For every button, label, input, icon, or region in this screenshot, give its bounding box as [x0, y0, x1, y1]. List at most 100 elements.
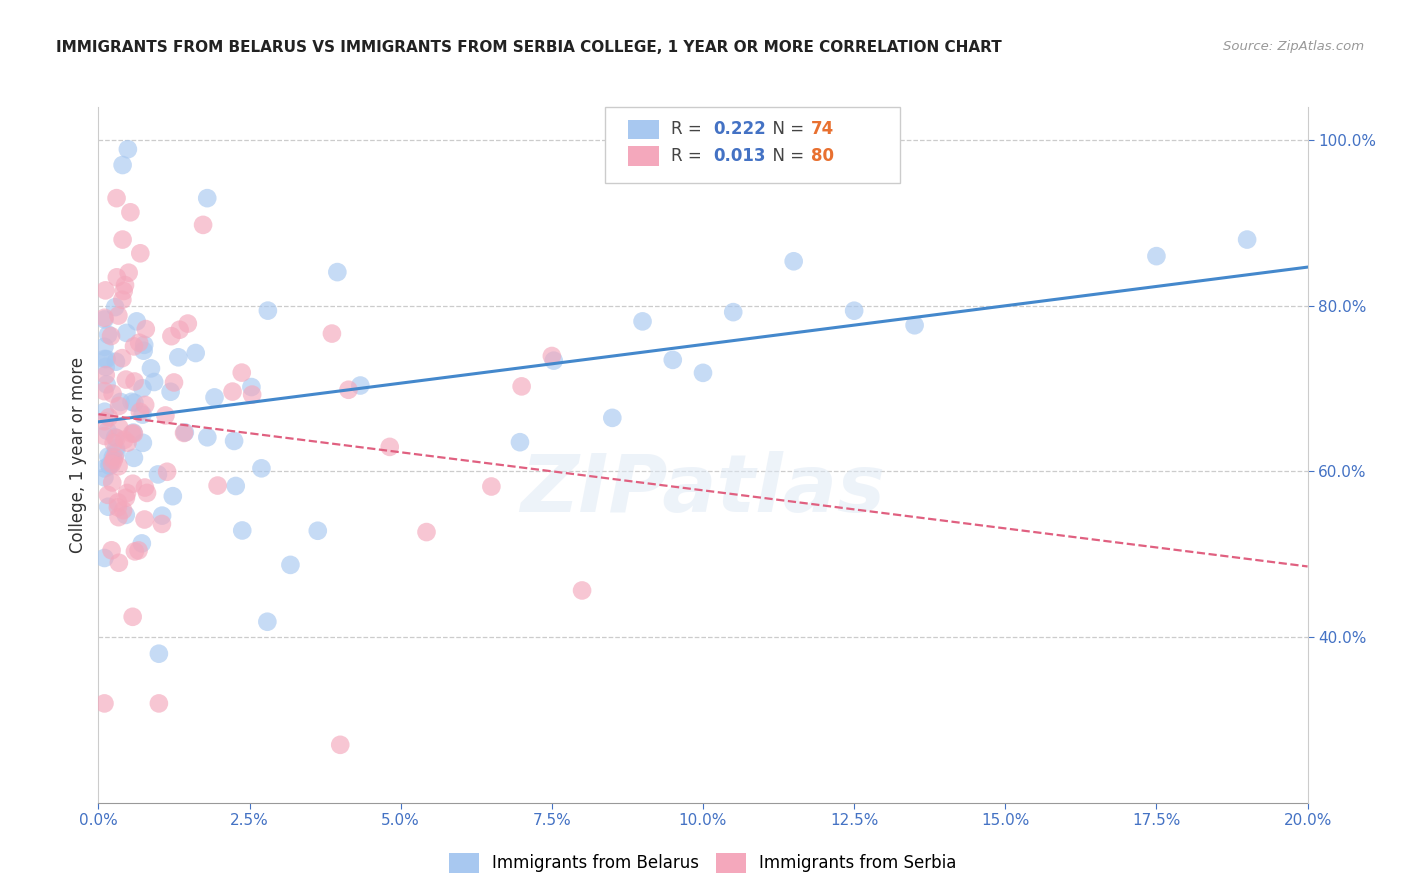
- Point: [221, 384, 243, 399]
- Text: 80: 80: [811, 147, 834, 165]
- Point: [250, 461, 273, 475]
- Point: [104, 354, 127, 368]
- Point: [114, 278, 136, 293]
- Point: [326, 265, 349, 279]
- Point: [337, 383, 360, 397]
- Point: [124, 396, 146, 410]
- Point: [349, 378, 371, 392]
- Point: [93, 351, 115, 366]
- Point: [481, 479, 503, 493]
- Point: [110, 395, 132, 409]
- Point: [111, 233, 134, 247]
- Point: [169, 323, 191, 337]
- Point: [280, 558, 302, 572]
- Text: ZIPatlas: ZIPatlas: [520, 450, 886, 529]
- Point: [101, 475, 124, 490]
- Point: [108, 399, 131, 413]
- Point: [112, 433, 135, 447]
- Point: [93, 384, 115, 399]
- Point: [101, 457, 124, 471]
- Point: [257, 303, 280, 318]
- Point: [125, 314, 148, 328]
- Point: [163, 376, 186, 390]
- Point: [107, 495, 129, 509]
- Point: [904, 318, 927, 333]
- Point: [121, 609, 143, 624]
- Point: [103, 453, 125, 467]
- Point: [121, 426, 143, 441]
- Point: [122, 426, 145, 441]
- Point: [112, 284, 135, 298]
- Point: [207, 478, 229, 492]
- Point: [160, 329, 183, 343]
- Point: [122, 450, 145, 465]
- Point: [93, 697, 115, 711]
- Point: [167, 351, 190, 365]
- Point: [155, 409, 177, 423]
- Text: N =: N =: [762, 120, 810, 138]
- Point: [131, 381, 153, 395]
- Text: 0.222: 0.222: [713, 120, 766, 138]
- Point: [124, 544, 146, 558]
- Point: [96, 352, 118, 367]
- Point: [231, 366, 253, 380]
- Point: [173, 425, 195, 440]
- Text: N =: N =: [762, 147, 810, 165]
- Point: [122, 339, 145, 353]
- Point: [115, 373, 138, 387]
- Point: [415, 524, 437, 539]
- Point: [184, 346, 207, 360]
- Point: [104, 450, 127, 464]
- Point: [692, 366, 714, 380]
- Point: [93, 340, 115, 354]
- Point: [94, 359, 117, 374]
- Point: [104, 442, 127, 456]
- Point: [510, 379, 533, 393]
- Point: [122, 425, 145, 440]
- Point: [1144, 249, 1167, 263]
- Point: [134, 398, 156, 412]
- Point: [112, 503, 135, 517]
- Point: [93, 312, 115, 326]
- Point: [148, 697, 170, 711]
- Point: [104, 300, 127, 314]
- Point: [148, 647, 170, 661]
- Point: [173, 425, 195, 440]
- Point: [129, 405, 152, 419]
- Point: [132, 343, 155, 358]
- Point: [240, 380, 263, 394]
- Point: [115, 491, 138, 505]
- Point: [107, 500, 129, 515]
- Point: [378, 440, 401, 454]
- Point: [101, 386, 124, 401]
- Point: [93, 405, 115, 419]
- Point: [146, 467, 169, 482]
- Point: [143, 375, 166, 389]
- Point: [105, 445, 128, 459]
- Point: [96, 377, 118, 392]
- Point: [117, 142, 139, 156]
- Point: [195, 191, 218, 205]
- Point: [94, 284, 117, 298]
- Point: [150, 516, 173, 531]
- Point: [118, 266, 141, 280]
- Point: [100, 543, 122, 558]
- Point: [321, 326, 343, 341]
- Point: [97, 450, 120, 464]
- Point: [191, 218, 214, 232]
- Point: [571, 583, 593, 598]
- Point: [631, 314, 654, 328]
- Text: 0.013: 0.013: [713, 147, 765, 165]
- Point: [93, 470, 115, 484]
- Point: [256, 615, 278, 629]
- Point: [97, 410, 120, 425]
- Point: [111, 158, 134, 172]
- Point: [93, 429, 115, 443]
- Point: [307, 524, 329, 538]
- Point: [108, 420, 131, 434]
- Text: R =: R =: [671, 120, 707, 138]
- Point: [105, 270, 128, 285]
- Point: [150, 508, 173, 523]
- Point: [783, 254, 806, 268]
- Text: IMMIGRANTS FROM BELARUS VS IMMIGRANTS FROM SERBIA COLLEGE, 1 YEAR OR MORE CORREL: IMMIGRANTS FROM BELARUS VS IMMIGRANTS FR…: [56, 40, 1002, 55]
